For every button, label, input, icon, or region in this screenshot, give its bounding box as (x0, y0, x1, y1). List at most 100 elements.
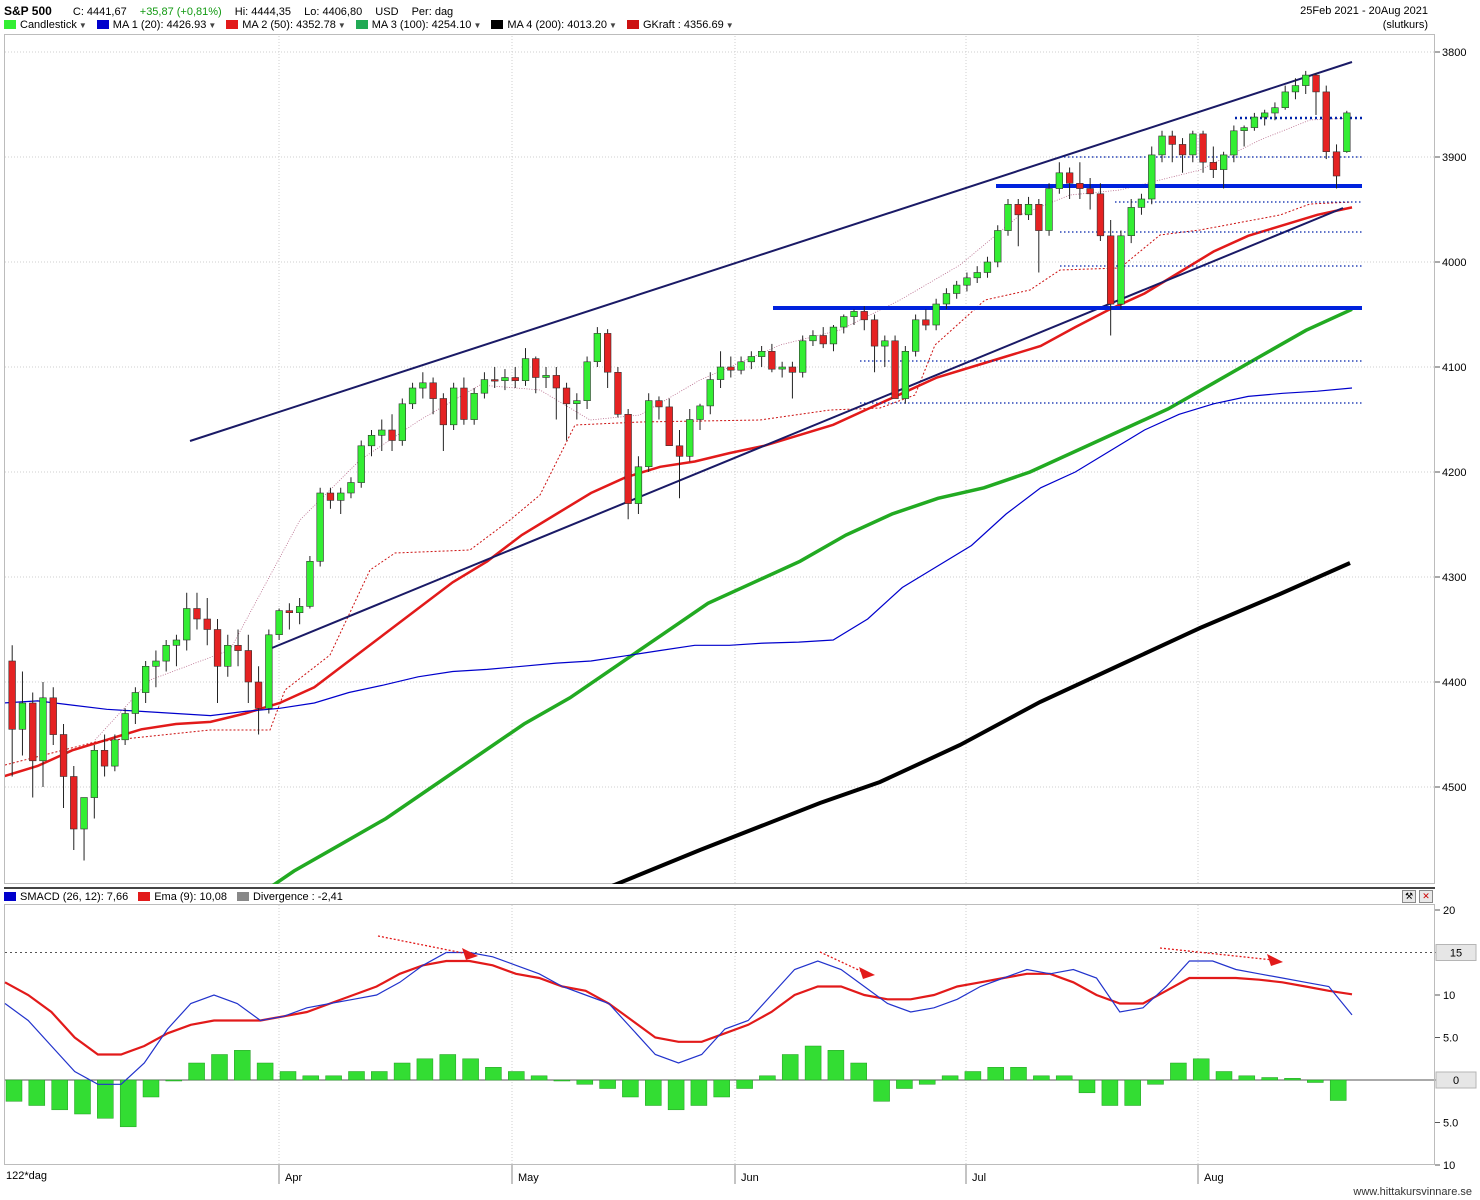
osc-marker-label: 15 (1450, 948, 1462, 960)
candle-body (306, 560, 314, 607)
candle-body (1322, 91, 1330, 153)
oscillator-series (4, 935, 1353, 1128)
osc-value-marker (1435, 944, 1477, 961)
candle-body (645, 400, 653, 468)
candle-body (59, 734, 68, 777)
price-tick-label: 3900 (1442, 152, 1466, 164)
site-credit: www.hittakursvinnare.se (1353, 1186, 1472, 1198)
oscillator-legend: SMACD (26, 12): 7,66 Ema (9): 10,08 Diverg… (4, 887, 1435, 906)
chevron-down-icon[interactable]: ▼ (725, 21, 734, 30)
symbol-label[interactable]: S&P 500 (4, 4, 52, 18)
oscillator-tick-label: 10 (1443, 1160, 1455, 1172)
divergence-bar (759, 1075, 776, 1081)
candle-body (265, 634, 273, 709)
chevron-down-icon[interactable]: ▼ (208, 21, 217, 30)
divergence-bar (74, 1079, 91, 1115)
close-icon[interactable]: ✕ (1419, 890, 1433, 903)
settings-icon[interactable]: ⚒ (1402, 890, 1416, 903)
candle-body (1261, 112, 1269, 118)
oscillator-legend-item[interactable]: Ema (9): 10,08 (138, 891, 227, 903)
price-chart-panel[interactable] (4, 34, 1435, 884)
candle-body (614, 371, 622, 415)
indicator-legend-item[interactable]: MA 1 (20): 4426.93 ▼ (96, 19, 217, 31)
candle-body (747, 356, 755, 363)
candle-body (172, 639, 181, 646)
divergence-bar (1238, 1075, 1256, 1081)
divergence-bar (1010, 1067, 1027, 1081)
candle-body (162, 644, 170, 662)
divergence-bar (485, 1067, 502, 1081)
oscillator-panel[interactable] (4, 904, 1435, 1165)
chevron-down-icon[interactable]: ▼ (78, 21, 87, 30)
oscillator-legend-item[interactable]: Divergence : -2,41 (236, 891, 343, 903)
candle-body (552, 375, 560, 389)
indicator-legend-item[interactable]: MA 2 (50): 4352.78 ▼ (226, 19, 346, 31)
candle-body (1178, 144, 1187, 156)
candle-body (532, 358, 540, 378)
divergence-bar (188, 1062, 205, 1081)
candle-body (829, 326, 838, 345)
divergence-bar (211, 1054, 228, 1081)
grid-lines: 4500 4400 4300 4200 4100 4000 3900 3800 20 15 10 5.… (5, 36, 1477, 1184)
indicator-legend-item[interactable]: Candlestick ▼ (4, 19, 87, 31)
divergence-bar (645, 1079, 662, 1106)
candle-body (1209, 162, 1217, 171)
divergence-bar (302, 1075, 320, 1081)
divergence-bar (690, 1079, 708, 1106)
candle-body (419, 382, 427, 389)
period-label[interactable]: Per: dag (411, 6, 454, 18)
candle-body (429, 382, 437, 399)
divergence-bar (530, 1075, 548, 1081)
candle-body (603, 333, 612, 373)
bars-count-label[interactable]: 122*dag (6, 1170, 47, 1182)
legend-swatch (355, 20, 368, 29)
chevron-down-icon[interactable]: ▼ (473, 21, 482, 30)
indicator-legend-item[interactable]: GKraft : 4356.69 ▼ (626, 19, 734, 31)
candle-body (1312, 74, 1320, 93)
date-range-text: 25Feb 2021 - 20Aug 2021 (1300, 5, 1428, 17)
divergence-bar (1055, 1075, 1073, 1081)
candle-body (295, 606, 304, 614)
high-value: Hi: 4444,35 (234, 6, 292, 18)
month-label: May (518, 1172, 539, 1184)
divergence-bar (439, 1054, 457, 1081)
candle-body (80, 797, 88, 830)
divergence-bar (462, 1058, 479, 1081)
candle-body (8, 660, 16, 730)
oscillator-legend-item[interactable]: SMACD (26, 12): 7,66 (4, 891, 128, 903)
chevron-down-icon[interactable]: ▼ (337, 21, 346, 30)
candle-body (1055, 172, 1063, 189)
candle-body (1230, 130, 1238, 156)
candle-body (347, 482, 355, 494)
oscillator-legend-items: SMACD (26, 12): 7,66 Ema (9): 10,08 Diverg… (4, 891, 353, 903)
divergence-bar (941, 1075, 959, 1081)
candle-body (1332, 151, 1341, 177)
indicator-legend-item[interactable]: MA 3 (100): 4254.10 ▼ (355, 19, 482, 31)
candle-body (983, 261, 992, 273)
price-series (5, 61, 1362, 884)
currency-label: USD (375, 6, 399, 18)
oscillator-tick-label: 5.0 (1443, 1033, 1458, 1045)
candle-body (727, 366, 735, 371)
divergence-bar (1261, 1077, 1278, 1081)
legend-swatch (226, 20, 239, 29)
candle-body (521, 358, 530, 382)
divergence-bar (576, 1079, 594, 1085)
candle-body (952, 284, 961, 294)
candle-body (1024, 204, 1033, 216)
divergence-bar (1147, 1079, 1164, 1085)
candle-body (994, 230, 1002, 263)
candle-body (1076, 183, 1084, 189)
candle-body (798, 340, 807, 373)
oscillator-tick-label: 10 (1443, 990, 1455, 1002)
candle-body (29, 702, 37, 762)
candle-body (337, 492, 345, 501)
chevron-down-icon[interactable]: ▼ (609, 21, 617, 30)
divergence-bar (234, 1050, 251, 1081)
candle-body (973, 272, 981, 279)
indicator-legend-item[interactable]: MA 4 (200): 4013.20 ▼ (491, 19, 617, 31)
divergence-bar (1033, 1075, 1050, 1081)
price-tick-label: 4300 (1442, 572, 1466, 584)
divergence-bar (416, 1058, 434, 1081)
candle-body (90, 749, 98, 798)
